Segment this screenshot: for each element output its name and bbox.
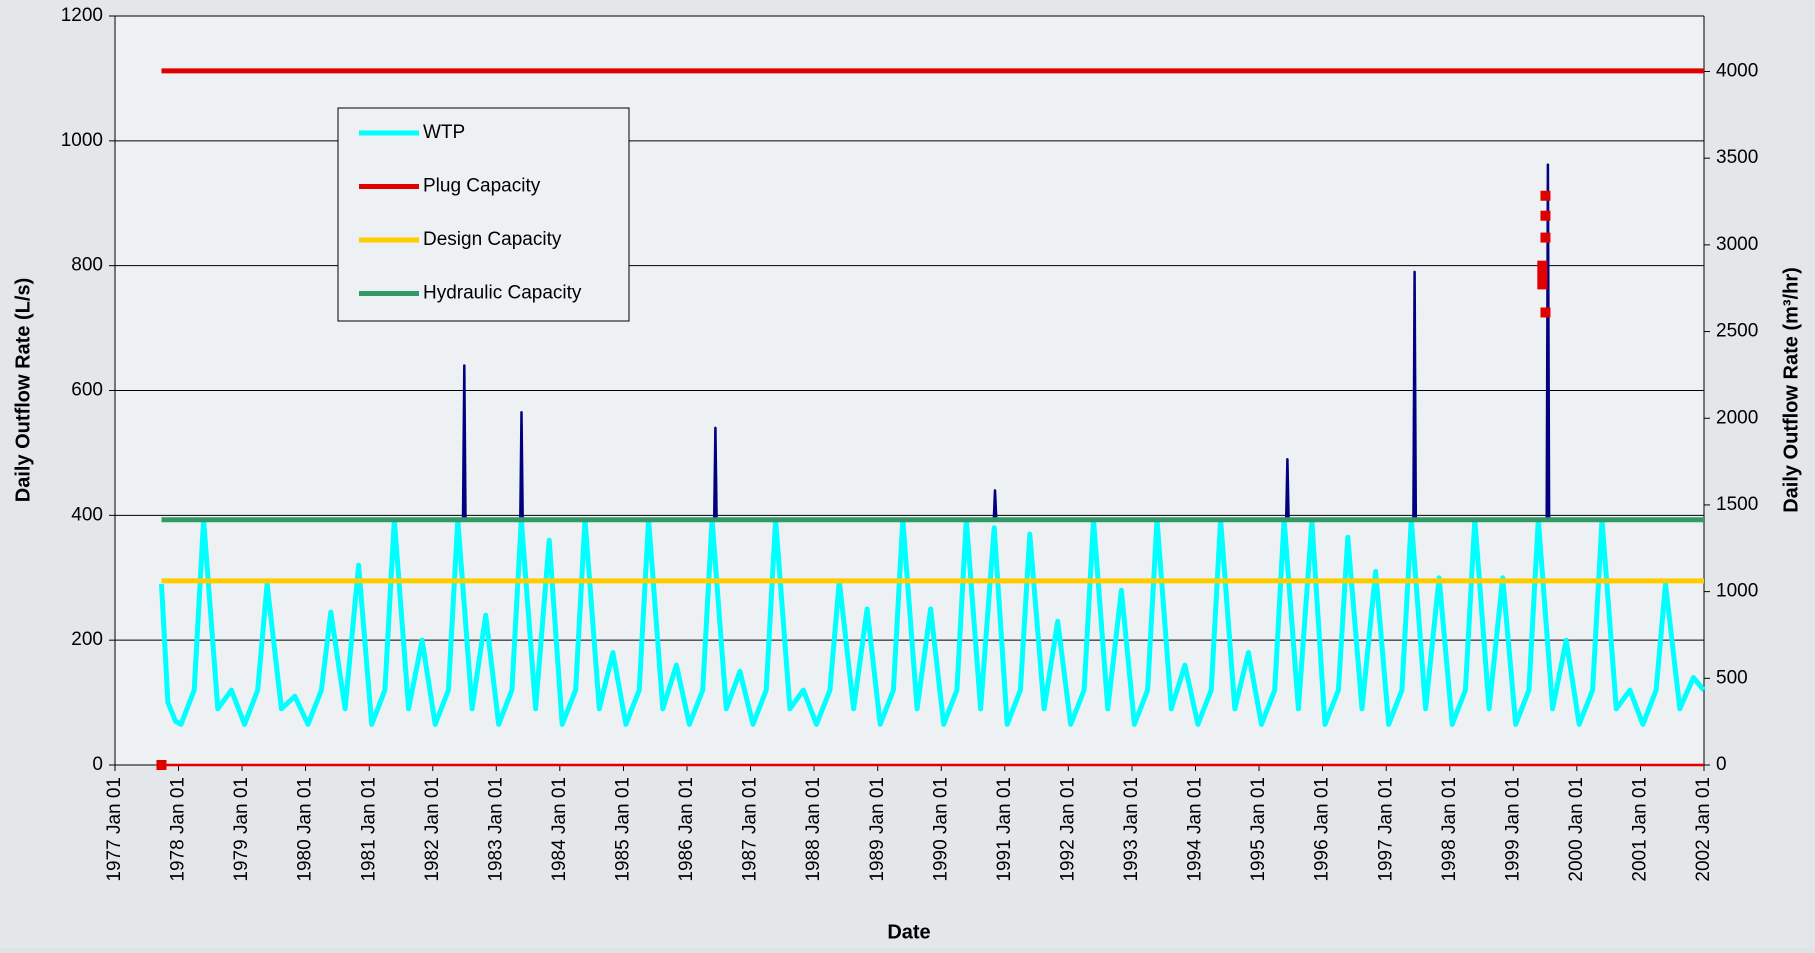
chart: Date Daily Outflow Rate (L/s) Daily Outf… (0, 0, 1815, 948)
x-tick-label: 1978 Jan 01 (168, 777, 189, 882)
y2-tick-label: 4000 (1716, 60, 1758, 81)
series-line (520, 412, 522, 519)
x-tick-label: 1985 Jan 01 (613, 777, 634, 882)
y2-tick-label: 3000 (1716, 234, 1758, 255)
marker (1540, 307, 1550, 317)
x-tick-label: 1997 Jan 01 (1375, 777, 1396, 882)
x-axis-title: Date (887, 921, 930, 943)
x-tick-label: 1981 Jan 01 (358, 777, 379, 882)
x-tick-label: 1989 Jan 01 (867, 777, 888, 882)
legend-label: Plug Capacity (423, 176, 541, 197)
x-tick-label: 1996 Jan 01 (1312, 777, 1333, 882)
x-tick-label: 1992 Jan 01 (1057, 777, 1078, 882)
legend-label: Design Capacity (423, 229, 562, 250)
x-tick-label: 1993 Jan 01 (1121, 777, 1142, 882)
y2-tick-label: 1000 (1716, 581, 1758, 602)
x-tick-label: 2002 Jan 01 (1693, 777, 1714, 882)
x-tick-label: 1979 Jan 01 (231, 777, 252, 882)
y2-tick-label: 2000 (1716, 407, 1758, 428)
y-tick-label: 0 (92, 754, 103, 775)
y2-tick-label: 2500 (1716, 321, 1758, 342)
marker (156, 760, 166, 770)
y2-tick-label: 500 (1716, 667, 1748, 688)
series-line (1413, 272, 1415, 520)
x-tick-label: 1987 Jan 01 (740, 777, 761, 882)
marker (1537, 270, 1547, 280)
x-tick-label: 1982 Jan 01 (422, 777, 443, 882)
x-tick-label: 2000 Jan 01 (1566, 777, 1587, 882)
legend-label: WTP (423, 122, 465, 143)
x-tick-label: 1980 Jan 01 (295, 777, 316, 882)
page: Date Daily Outflow Rate (L/s) Daily Outf… (0, 0, 1815, 948)
marker (1540, 191, 1550, 201)
x-tick-label: 1986 Jan 01 (676, 777, 697, 882)
x-tick-label: 1988 Jan 01 (803, 777, 824, 882)
marker (1537, 279, 1547, 289)
x-tick-label: 1990 Jan 01 (930, 777, 951, 882)
series-line (714, 428, 716, 520)
x-tick-label: 1984 Jan 01 (549, 777, 570, 882)
x-tick-label: 2001 Jan 01 (1629, 777, 1650, 882)
x-tick-label: 1977 Jan 01 (104, 777, 125, 882)
series-line (994, 490, 997, 519)
y-tick-label: 600 (71, 380, 103, 401)
x-tick-label: 1994 Jan 01 (1185, 777, 1206, 882)
x-tick-label: 1983 Jan 01 (485, 777, 506, 882)
y-tick-label: 1000 (61, 130, 103, 151)
marker (1537, 261, 1547, 271)
y-tick-label: 200 (71, 629, 103, 650)
x-tick-label: 1998 Jan 01 (1439, 777, 1460, 882)
y-tick-label: 1200 (61, 5, 103, 26)
y2-axis-title: Daily Outflow Rate (m³/hr) (1780, 267, 1802, 513)
x-tick-label: 1995 Jan 01 (1248, 777, 1269, 882)
marker (1540, 211, 1550, 221)
y-tick-label: 800 (71, 255, 103, 276)
y-tick-label: 400 (71, 504, 103, 525)
series-line (463, 366, 466, 520)
marker (1540, 233, 1550, 243)
legend-label: Hydraulic Capacity (423, 283, 582, 304)
y-axis-title: Daily Outflow Rate (L/s) (12, 278, 34, 502)
x-tick-label: 1999 Jan 01 (1502, 777, 1523, 882)
x-tick-label: 1991 Jan 01 (994, 777, 1015, 882)
y2-tick-label: 3500 (1716, 147, 1758, 168)
y2-tick-label: 0 (1716, 754, 1727, 775)
series-line (1286, 459, 1288, 520)
y2-tick-label: 1500 (1716, 494, 1758, 515)
